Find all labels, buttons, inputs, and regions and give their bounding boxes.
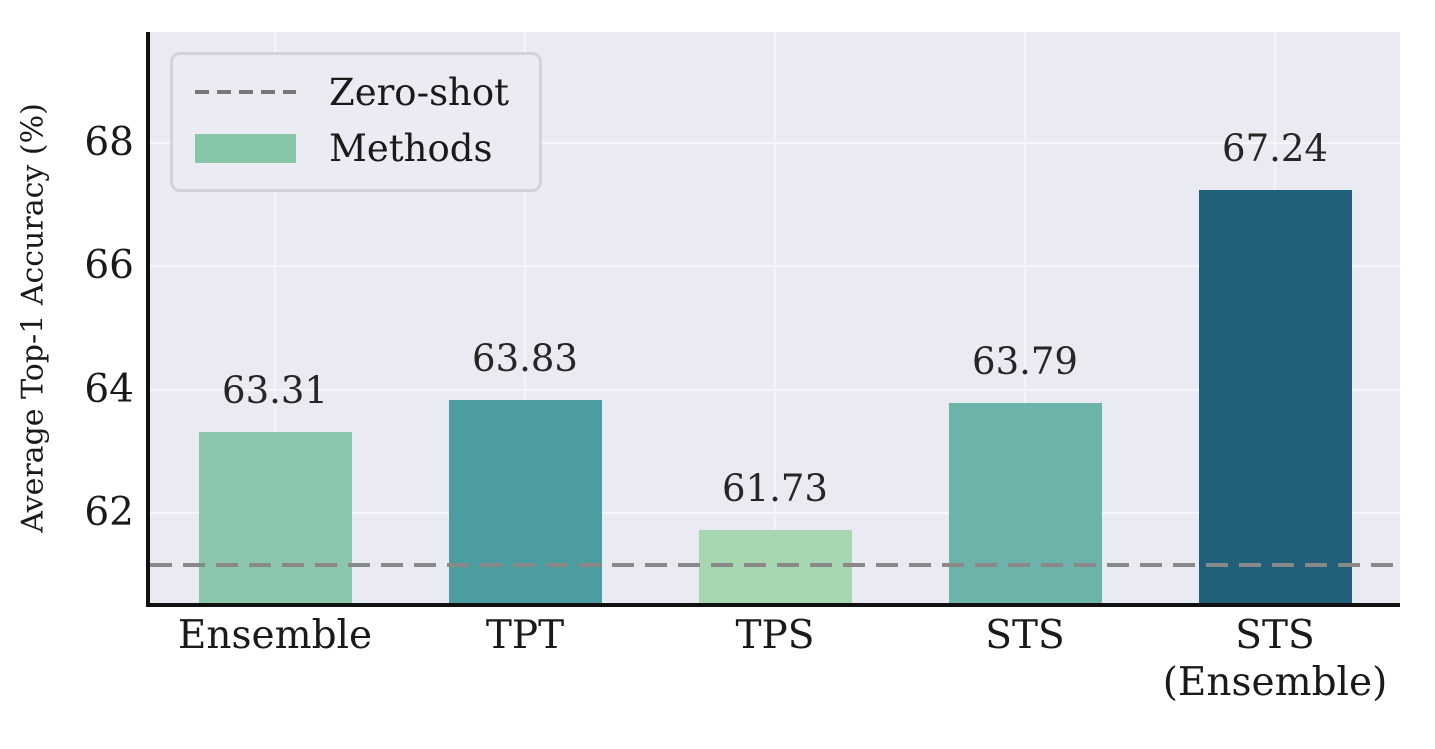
x-tick-label-tpt: TPT <box>485 613 565 658</box>
bar-value-label-ensemble: 63.31 <box>222 369 328 412</box>
zero-shot-reference-line <box>150 563 1400 567</box>
bar-value-label-sts: 63.79 <box>972 340 1078 383</box>
bar-swatch-icon <box>195 133 296 163</box>
gridline-vertical <box>274 32 276 603</box>
y-axis-spine <box>146 32 150 607</box>
x-tick-label-sts-ensemble: STS (Ensemble) <box>1162 613 1388 705</box>
legend-item-methods: Methods <box>195 123 509 173</box>
bar-ensemble <box>199 432 352 603</box>
y-axis-label: Average Top-1 Accuracy (%) <box>15 103 51 533</box>
bar-value-label-sts-ensemble: 67.24 <box>1222 127 1328 170</box>
y-tick-label-66: 66 <box>84 243 134 288</box>
gridline-vertical <box>1024 32 1026 603</box>
x-tick-label-ensemble: Ensemble <box>177 613 373 658</box>
legend-label-zero-shot: Zero-shot <box>329 70 510 114</box>
legend-item-zero-shot: Zero-shot <box>195 67 509 117</box>
y-tick-label-68: 68 <box>84 120 134 165</box>
bar-tpt <box>449 400 602 603</box>
x-tick-label-tps: TPS <box>735 613 815 658</box>
bar-sts-ensemble <box>1199 189 1352 603</box>
y-tick-label-64: 64 <box>84 367 134 412</box>
dashed-line-icon <box>195 90 296 94</box>
bar-value-label-tpt: 63.83 <box>472 337 578 380</box>
x-axis-spine <box>146 603 1400 607</box>
plot-area: 63.31 63.83 61.73 63.79 67.24 Zero-shot Meth… <box>150 32 1400 603</box>
gridline-vertical <box>774 32 776 603</box>
bar-value-label-tps: 61.73 <box>722 467 828 510</box>
legend: Zero-shot Methods <box>170 52 543 192</box>
x-tick-label-sts: STS <box>985 613 1065 658</box>
y-tick-label-62: 62 <box>84 490 134 535</box>
gridline-vertical <box>524 32 526 603</box>
legend-label-methods: Methods <box>329 126 493 170</box>
bar-sts <box>949 402 1102 603</box>
